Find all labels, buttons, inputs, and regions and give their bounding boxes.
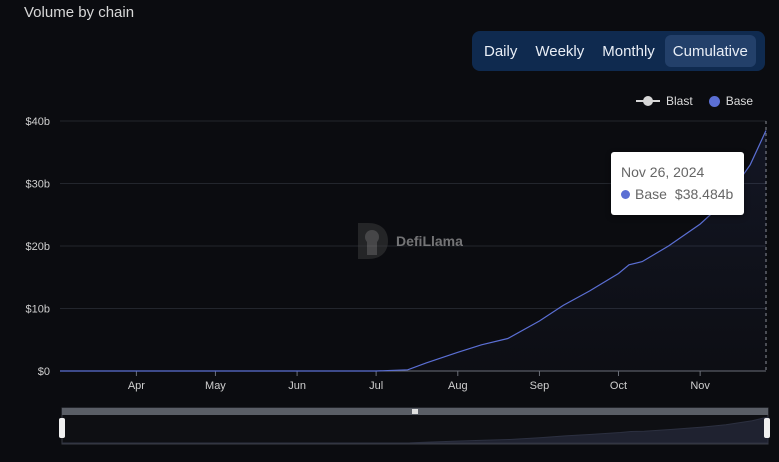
x-tick-label: Oct [610, 380, 627, 392]
legend-dot-icon [708, 95, 720, 107]
x-tick-label: Jun [288, 380, 306, 392]
toggle-monthly[interactable]: Monthly [602, 42, 655, 60]
y-tick-label: $40b [26, 116, 50, 128]
tooltip-row: Base $38.484b [621, 186, 734, 202]
x-tick-label: Jul [369, 380, 383, 392]
x-tick-label: May [205, 380, 226, 392]
tooltip-series-dot-icon [621, 189, 630, 199]
watermark-text: DefiLlama [396, 233, 463, 249]
tooltip-series-name: Base [635, 186, 667, 202]
legend-label-blast: Blast [666, 94, 693, 108]
y-tick-label: $10b [26, 304, 50, 316]
toggle-daily[interactable]: Daily [484, 42, 518, 60]
llama-logo-icon [358, 223, 388, 259]
zoom-slider-grip-icon[interactable] [412, 409, 418, 414]
x-tick-label: Aug [448, 380, 468, 392]
tooltip-series-value: $38.484b [674, 186, 734, 202]
toggle-cumulative[interactable]: Cumulative [664, 35, 756, 67]
series-line-base[interactable] [60, 130, 767, 372]
chart-title: Volume by chain [24, 4, 135, 21]
tooltip-date: Nov 26, 2024 [621, 164, 705, 180]
toggle-weekly[interactable]: Weekly [535, 42, 585, 60]
watermark: DefiLlama [354, 221, 463, 261]
x-tick-label: Nov [690, 380, 710, 392]
legend-item-base[interactable]: Base [708, 94, 754, 108]
zoom-slider-right-handle[interactable] [764, 418, 770, 438]
series-area-base [60, 130, 766, 371]
x-tick-label: Apr [128, 380, 145, 392]
legend-item-blast[interactable]: Blast [636, 94, 693, 108]
y-tick-label: $0 [38, 366, 50, 378]
chart-tooltip: Nov 26, 2024 Base $38.484b [611, 152, 744, 215]
legend-line-marker-icon [636, 96, 660, 106]
y-tick-label: $30b [26, 179, 50, 191]
chart-legend: Blast Base [636, 94, 753, 108]
period-toggle-group: Daily Weekly Monthly Cumulative [472, 31, 765, 71]
y-tick-label: $20b [26, 241, 50, 253]
legend-label-base: Base [725, 94, 754, 108]
x-tick-label: Sep [530, 380, 550, 392]
zoom-slider-preview [62, 416, 769, 444]
zoom-slider-left-handle[interactable] [59, 418, 65, 438]
